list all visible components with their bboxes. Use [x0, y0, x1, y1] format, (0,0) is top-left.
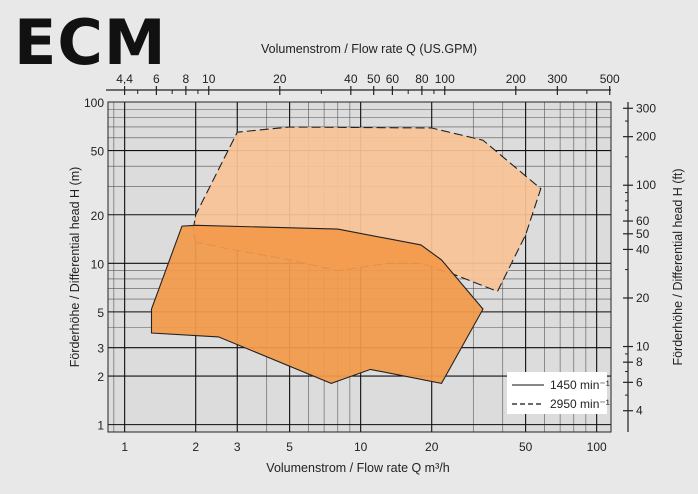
legend-label-1450: 1450 min⁻¹ — [550, 378, 610, 392]
y-tick-label: 5 — [97, 306, 104, 320]
plot-frame — [107, 101, 612, 433]
top-axis-tick-label: 10 — [202, 72, 216, 86]
series-area-1 — [150, 224, 484, 385]
chart-title: ECM — [14, 6, 167, 79]
right-axis-tick-label: 6 — [636, 375, 643, 389]
top-axis-tick-label: 6 — [153, 72, 160, 86]
y-tick-label: 10 — [91, 257, 105, 271]
top-axis: 4,4 6 8 10 20 40 50 60 80 100 200 300 500 — [106, 72, 620, 95]
legend: 1450 min⁻¹ 2950 min⁻¹ — [507, 372, 610, 414]
x-tick-label: 2 — [192, 440, 199, 454]
y-tick-label: 100 — [84, 96, 104, 110]
right-axis-title: Förderhöhe / Differential head H (ft) — [671, 168, 685, 365]
x-tick-label: 10 — [354, 440, 368, 454]
top-axis-tick-label: 100 — [435, 72, 455, 86]
y-axis-title: Förderhöhe / Differential head H (m) — [68, 167, 82, 368]
top-axis-tick-label: 80 — [415, 72, 429, 86]
x-axis-title: Volumenstrom / Flow rate Q m³/h — [266, 461, 449, 475]
x-tick-label: 1 — [121, 440, 128, 454]
x-tick-label: 20 — [425, 440, 439, 454]
right-axis-tick-label: 20 — [636, 291, 650, 305]
right-axis-tick-label: 4 — [636, 404, 643, 418]
y-tick-label: 20 — [91, 209, 105, 223]
top-axis-title: Volumenstrom / Flow rate Q (US.GPM) — [261, 42, 477, 56]
top-axis-tick-label: 8 — [183, 72, 190, 86]
right-axis-tick-label: 8 — [636, 355, 643, 369]
right-axis-tick-label: 100 — [636, 178, 656, 192]
y-tick-label: 1 — [97, 419, 104, 433]
x-tick-label: 5 — [286, 440, 293, 454]
y-axis-ticks: 1 2 3 5 10 20 50 100 — [84, 96, 104, 433]
right-axis-tick-label: 50 — [636, 227, 650, 241]
legend-label-2950: 2950 min⁻¹ — [550, 397, 610, 411]
right-axis-tick-label: 300 — [636, 101, 656, 115]
top-axis-tick-label: 500 — [600, 72, 620, 86]
legend-box — [507, 372, 607, 414]
top-axis-tick-label: 20 — [273, 72, 287, 86]
x-tick-label: 3 — [234, 440, 241, 454]
y-tick-label: 2 — [97, 370, 104, 384]
right-axis-tick-label: 200 — [636, 130, 656, 144]
right-axis-tick-label: 60 — [636, 214, 650, 228]
operating-ranges — [150, 126, 542, 385]
top-axis-tick-label: 200 — [506, 72, 526, 86]
x-tick-label: 50 — [519, 440, 533, 454]
x-axis-ticks: 1 2 3 5 10 20 50 100 — [121, 440, 607, 454]
top-axis-tick-label: 300 — [547, 72, 567, 86]
top-axis-tick-label: 4,4 — [116, 72, 133, 86]
top-axis-tick-label: 40 — [344, 72, 358, 86]
top-axis-tick-label: 50 — [367, 72, 381, 86]
y-tick-label: 3 — [97, 342, 104, 356]
right-axis-tick-label: 10 — [636, 340, 650, 354]
x-tick-label: 100 — [587, 440, 607, 454]
y-tick-label: 50 — [91, 145, 105, 159]
right-axis-tick-label: 40 — [636, 242, 650, 256]
top-axis-tick-label: 60 — [386, 72, 400, 86]
